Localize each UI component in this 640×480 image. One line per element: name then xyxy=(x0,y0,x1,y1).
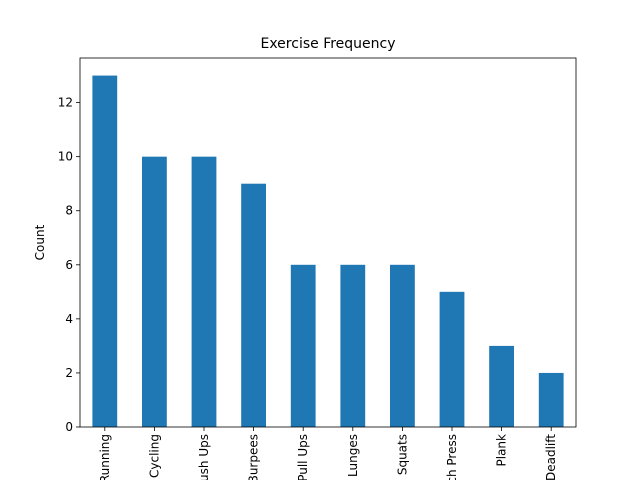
y-tick-label: 12 xyxy=(58,96,73,110)
x-tick-label: Cycling xyxy=(147,434,161,478)
bar xyxy=(92,75,118,428)
x-tick-label: Bench Press xyxy=(445,434,459,480)
plot-frame xyxy=(79,57,577,428)
x-tick-label: Squats xyxy=(395,434,409,475)
y-tick-label: 0 xyxy=(65,420,73,434)
chart-title: Exercise Frequency xyxy=(260,36,395,52)
y-tick-label: 4 xyxy=(65,312,73,326)
y-tick-label: 6 xyxy=(65,258,73,272)
bar xyxy=(241,183,266,427)
x-tick-label: Burpees xyxy=(247,434,261,480)
x-tick-label: Plank xyxy=(495,434,509,467)
bar xyxy=(538,372,564,427)
y-axis-label: Count xyxy=(33,224,47,260)
bar xyxy=(489,345,514,427)
y-tick-label: 8 xyxy=(65,204,73,218)
x-tick-label: Deadlift xyxy=(544,434,558,480)
x-tick-label: Pull Ups xyxy=(296,434,310,480)
y-tick-label: 10 xyxy=(58,150,73,164)
bar xyxy=(191,156,217,427)
x-tick-label: Push Ups xyxy=(197,434,211,480)
x-tick-label: Lunges xyxy=(346,434,360,477)
bar xyxy=(340,264,366,427)
bar xyxy=(290,264,316,427)
x-tick-label: Running xyxy=(98,434,112,480)
bar xyxy=(439,291,465,427)
bar xyxy=(390,264,415,427)
bar xyxy=(142,156,167,427)
y-tick-label: 2 xyxy=(65,366,73,380)
